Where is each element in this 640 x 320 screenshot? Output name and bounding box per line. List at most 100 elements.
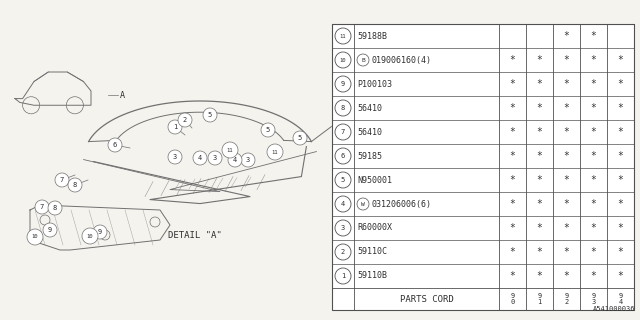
Text: A541000036: A541000036	[593, 306, 635, 312]
Text: *: *	[509, 79, 515, 89]
Text: *: *	[564, 79, 570, 89]
Circle shape	[335, 52, 351, 68]
Circle shape	[168, 150, 182, 164]
Circle shape	[335, 196, 351, 212]
Circle shape	[22, 97, 40, 114]
Text: *: *	[618, 127, 623, 137]
Text: PARTS CORD: PARTS CORD	[399, 294, 453, 303]
Text: *: *	[509, 175, 515, 185]
Text: *: *	[591, 175, 596, 185]
Text: *: *	[509, 199, 515, 209]
Circle shape	[335, 124, 351, 140]
Circle shape	[335, 244, 351, 260]
Text: 3: 3	[246, 157, 250, 163]
Circle shape	[67, 97, 83, 114]
Text: 9: 9	[538, 293, 541, 299]
Circle shape	[335, 172, 351, 188]
Text: 11: 11	[227, 148, 233, 153]
Text: 7: 7	[341, 129, 345, 135]
Circle shape	[357, 198, 369, 210]
Text: 8: 8	[53, 205, 57, 211]
Text: *: *	[564, 223, 570, 233]
Text: *: *	[536, 151, 543, 161]
Text: P100103: P100103	[357, 79, 392, 89]
Text: N950001: N950001	[357, 175, 392, 185]
Text: 9: 9	[48, 227, 52, 233]
Text: 4: 4	[198, 155, 202, 161]
Text: 11: 11	[340, 34, 346, 38]
Circle shape	[178, 113, 192, 127]
Text: *: *	[509, 247, 515, 257]
Text: *: *	[591, 79, 596, 89]
Circle shape	[203, 108, 217, 122]
Text: 9: 9	[591, 293, 596, 299]
Text: *: *	[564, 271, 570, 281]
Text: 6: 6	[113, 142, 117, 148]
Text: B: B	[361, 58, 365, 62]
Circle shape	[228, 153, 242, 167]
Text: *: *	[591, 55, 596, 65]
Text: 59188B: 59188B	[357, 31, 387, 41]
Text: *: *	[509, 271, 515, 281]
Text: 1: 1	[173, 124, 177, 130]
Text: 5: 5	[298, 135, 302, 141]
Circle shape	[68, 178, 82, 192]
Text: *: *	[618, 55, 623, 65]
Text: 7: 7	[60, 177, 64, 183]
Text: 8: 8	[341, 105, 345, 111]
Text: 2: 2	[341, 249, 345, 255]
Text: 3: 3	[173, 154, 177, 160]
Text: 10: 10	[340, 58, 346, 62]
Circle shape	[100, 230, 110, 240]
Text: 1: 1	[341, 273, 345, 279]
Text: *: *	[536, 103, 543, 113]
Text: 10: 10	[87, 234, 93, 238]
Circle shape	[82, 228, 98, 244]
Circle shape	[335, 148, 351, 164]
Text: *: *	[591, 223, 596, 233]
Text: A: A	[120, 91, 125, 100]
Text: 5: 5	[208, 112, 212, 118]
Text: *: *	[509, 103, 515, 113]
Text: *: *	[536, 79, 543, 89]
Text: *: *	[591, 199, 596, 209]
Text: *: *	[618, 103, 623, 113]
Circle shape	[55, 173, 69, 187]
Circle shape	[357, 54, 369, 66]
Text: *: *	[509, 223, 515, 233]
Text: *: *	[536, 271, 543, 281]
Circle shape	[261, 123, 275, 137]
Text: *: *	[564, 127, 570, 137]
Text: 6: 6	[341, 153, 345, 159]
Text: 10: 10	[32, 235, 38, 239]
Text: 59185: 59185	[357, 151, 382, 161]
Text: *: *	[618, 79, 623, 89]
Text: W: W	[361, 202, 365, 206]
Text: 4: 4	[341, 201, 345, 207]
Text: 2: 2	[183, 117, 187, 123]
Circle shape	[35, 200, 49, 214]
Text: *: *	[564, 175, 570, 185]
Text: 56410: 56410	[357, 127, 382, 137]
Text: *: *	[618, 223, 623, 233]
Text: *: *	[618, 271, 623, 281]
Text: 9: 9	[98, 229, 102, 235]
Text: 0: 0	[510, 299, 515, 305]
Circle shape	[335, 100, 351, 116]
Circle shape	[40, 215, 50, 225]
Circle shape	[93, 225, 107, 239]
Text: *: *	[591, 103, 596, 113]
Text: *: *	[564, 31, 570, 41]
Text: 5: 5	[266, 127, 270, 133]
Circle shape	[150, 217, 160, 227]
Text: *: *	[536, 55, 543, 65]
Text: 8: 8	[73, 182, 77, 188]
Text: 4: 4	[618, 299, 623, 305]
Text: 019006160(4): 019006160(4)	[371, 55, 431, 65]
Text: *: *	[509, 55, 515, 65]
Circle shape	[241, 153, 255, 167]
Text: 3: 3	[341, 225, 345, 231]
Circle shape	[48, 201, 62, 215]
Circle shape	[27, 229, 43, 245]
Text: *: *	[618, 151, 623, 161]
